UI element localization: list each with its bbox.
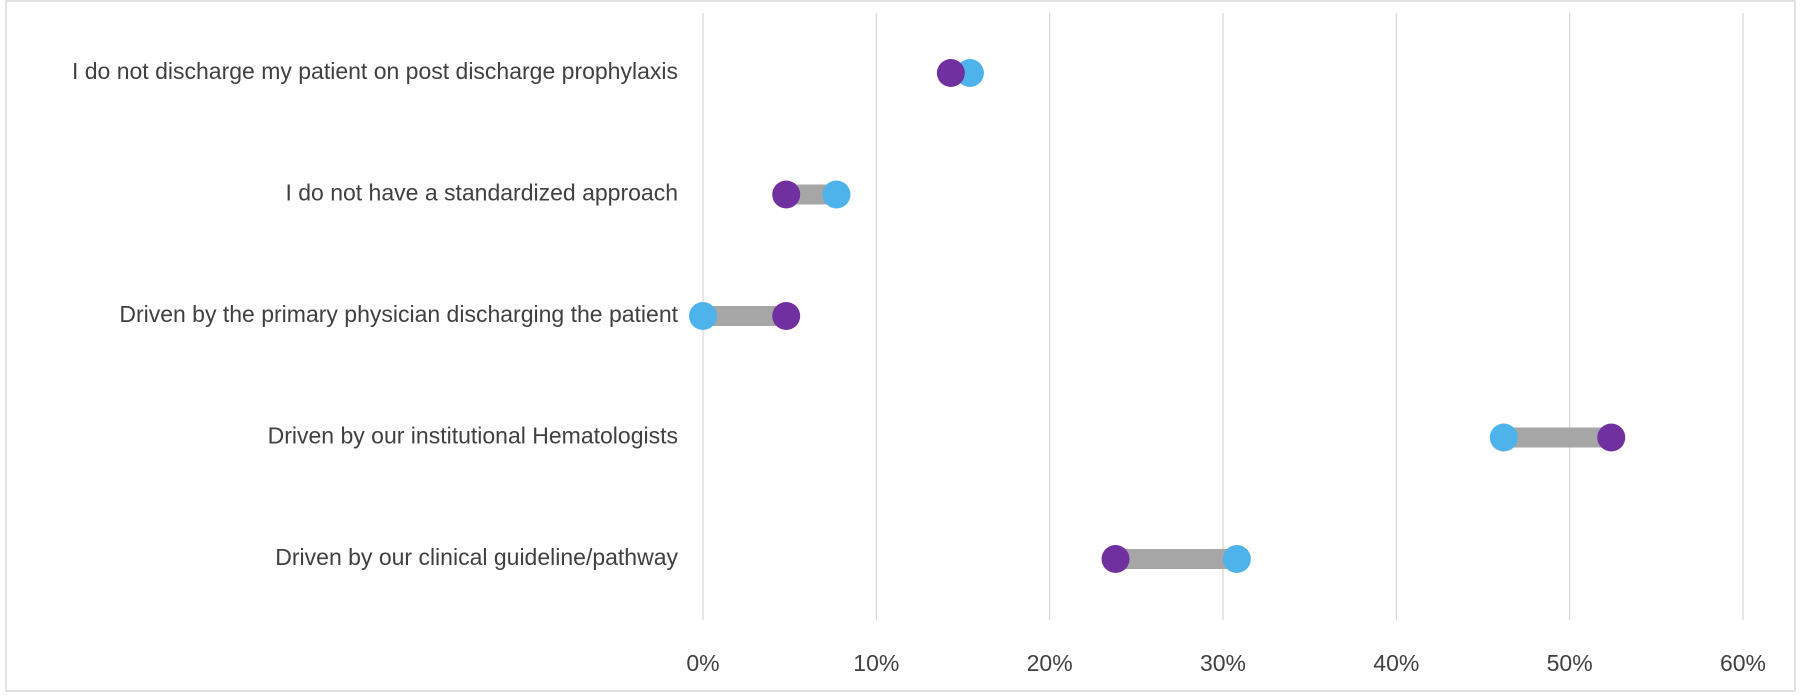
category-label: I do not discharge my patient on post di… [72,58,678,84]
category-labels: I do not discharge my patient on post di… [72,58,679,570]
series-1-point [772,302,801,330]
series-1-point [772,180,801,209]
series-2-point [1489,423,1518,452]
category-label: I do not have a standardized approach [285,180,678,206]
chart-frame [5,0,1796,692]
x-tick-label: 60% [1720,650,1766,676]
series-1-point [1597,423,1626,452]
series-2-point [822,180,851,209]
x-tick-label: 30% [1200,650,1246,676]
x-tick-label: 20% [1027,650,1073,676]
series-1-point [936,59,965,87]
category-label: Driven by our institutional Hematologist… [268,423,678,449]
x-tick-label: 0% [686,650,719,676]
gridlines [702,13,1744,620]
data-points [689,59,1626,573]
x-tick-label: 10% [853,650,899,676]
category-label: Driven by the primary physician discharg… [119,301,678,327]
x-tick-label: 40% [1373,650,1419,676]
series-2-point [1222,545,1251,573]
category-label: Driven by our clinical guideline/pathway [275,544,678,570]
series-1-point [1101,545,1130,573]
x-axis-tick-labels: 0% 10% 20% 30% 40% 50% 60% [686,650,1766,676]
series-2-point [689,302,717,330]
x-tick-label: 50% [1547,650,1593,676]
